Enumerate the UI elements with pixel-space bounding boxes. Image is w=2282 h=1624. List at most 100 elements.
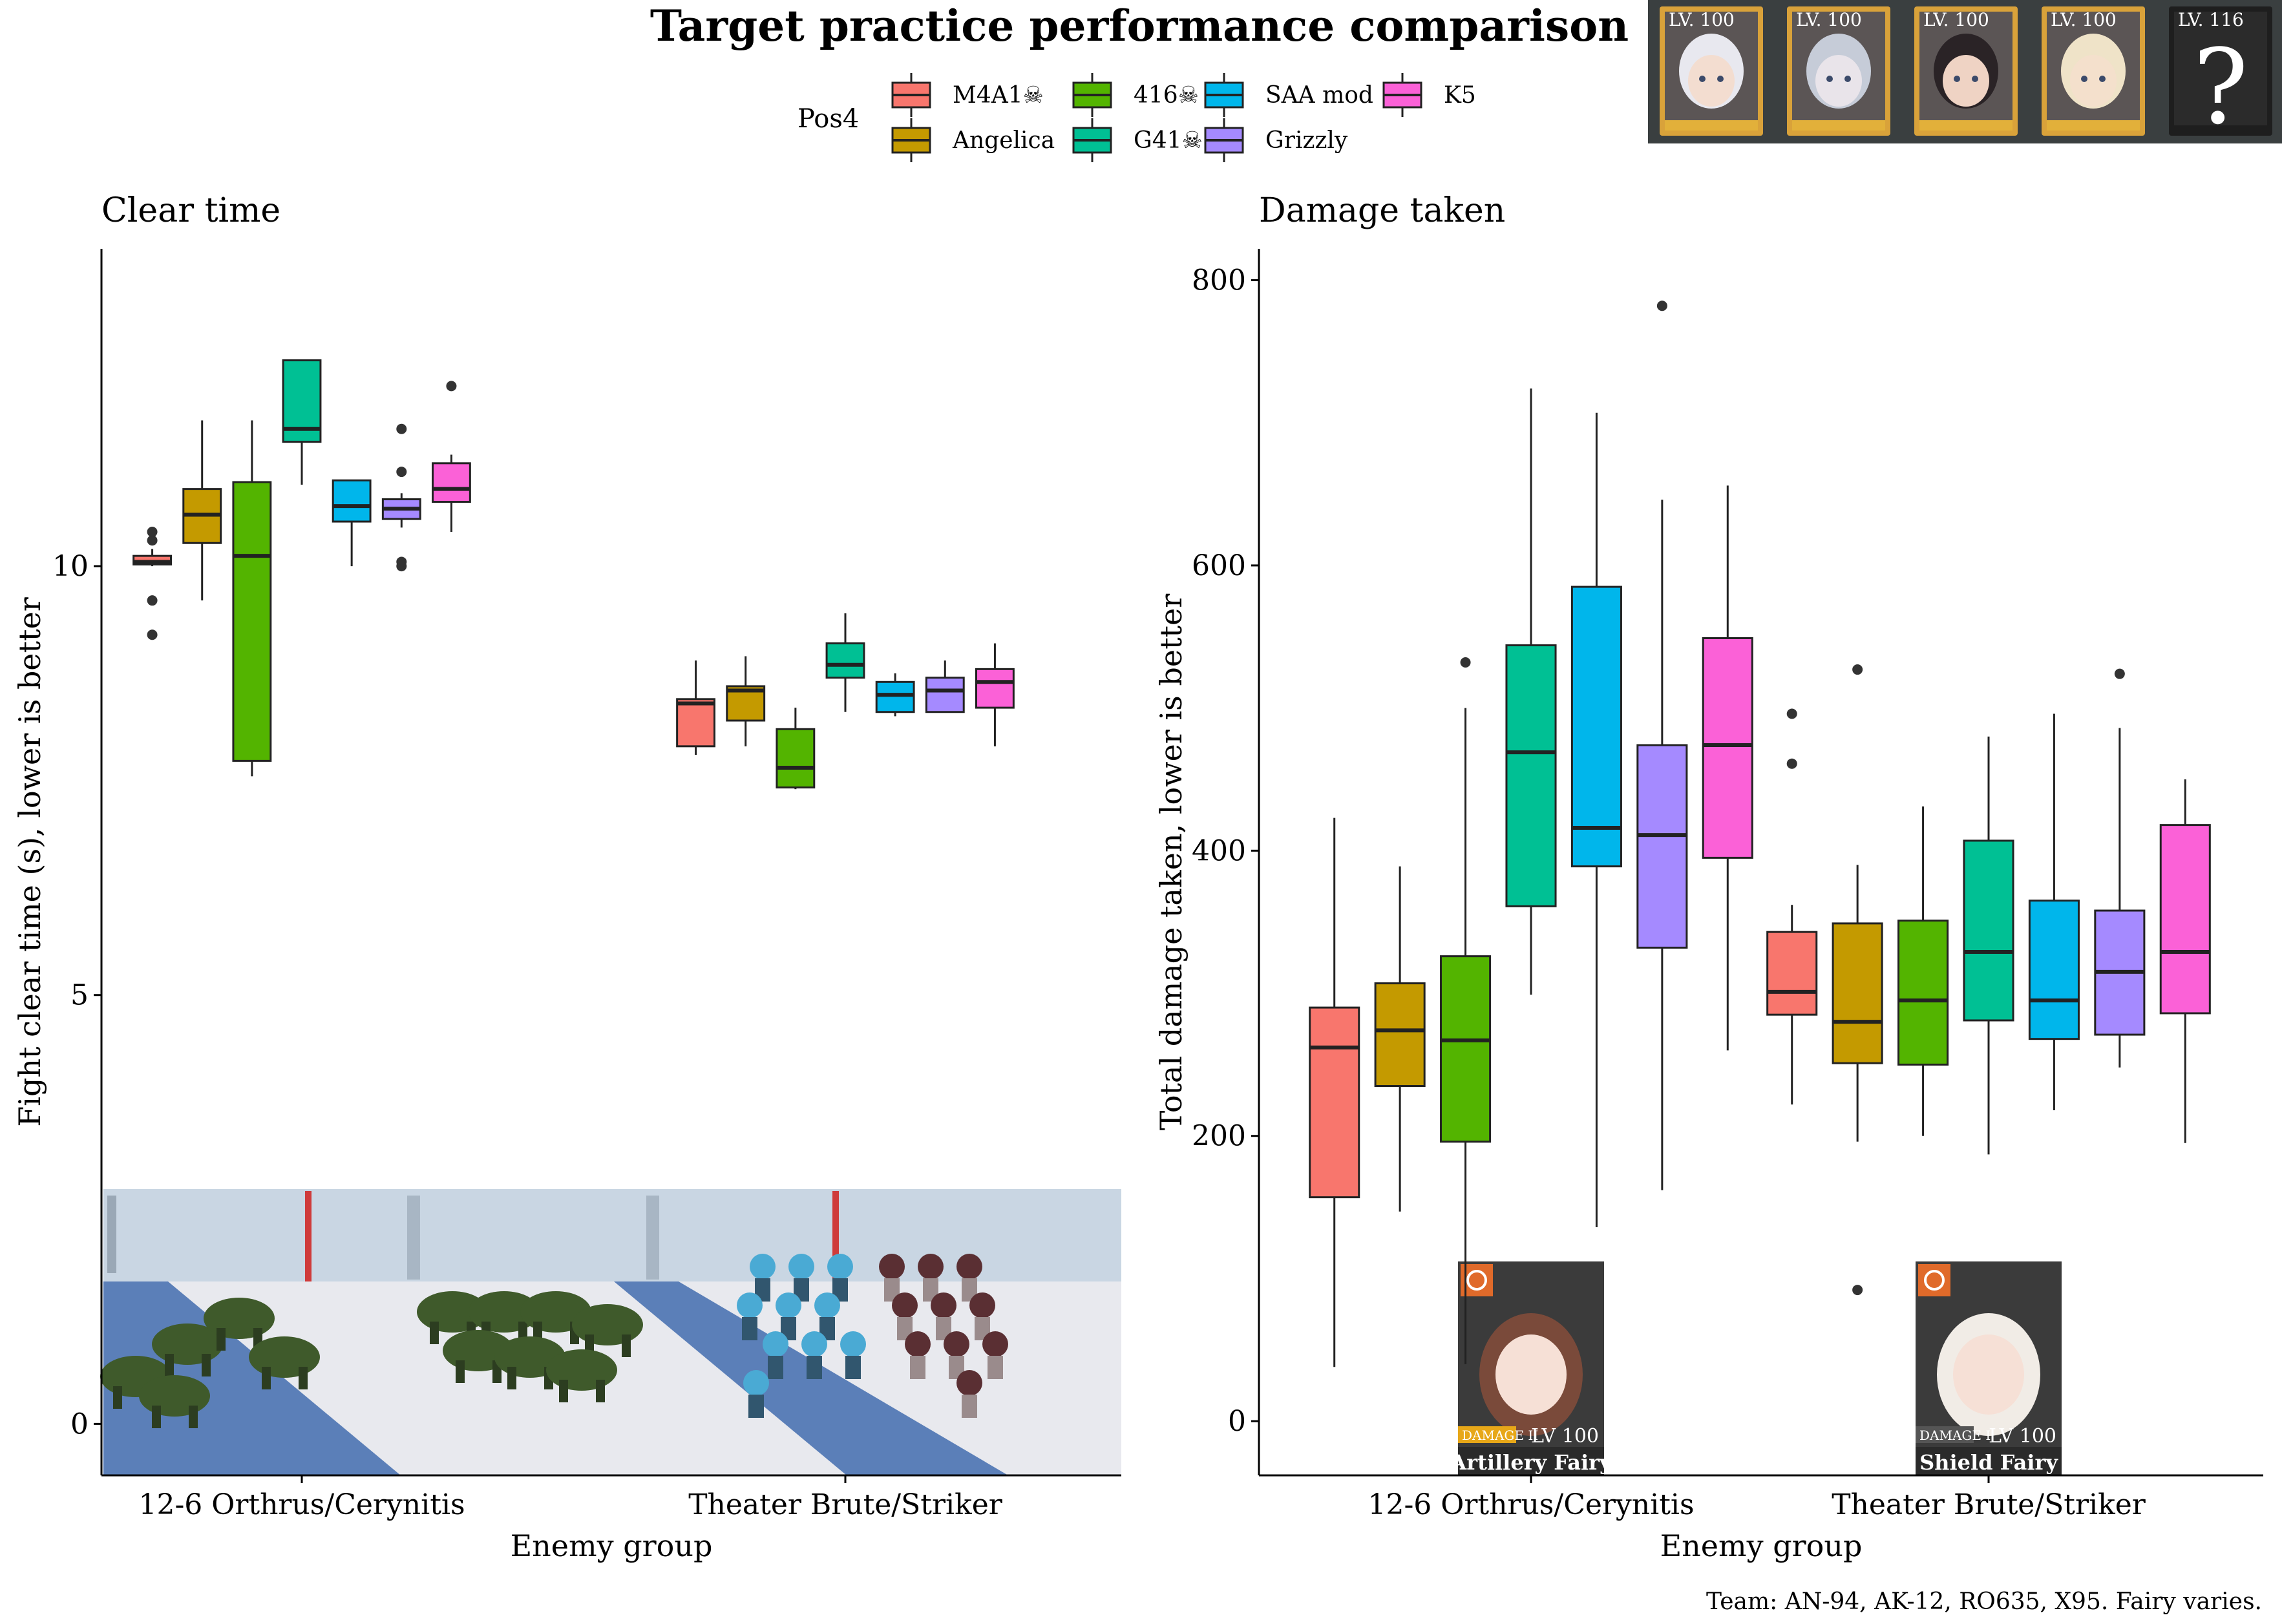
- portrait-level: LV. 100: [2051, 9, 2117, 30]
- box-iqr: [2028, 900, 2080, 1040]
- brute-unit: [801, 1331, 827, 1357]
- brute-body: [768, 1356, 783, 1379]
- mech-leg: [165, 1354, 174, 1376]
- box-iqr: [1963, 839, 2014, 1022]
- team-portrait: LV. 100: [1660, 6, 1763, 136]
- portrait-face: [1815, 55, 1862, 107]
- mech-leg: [596, 1380, 605, 1402]
- mech-leg: [622, 1334, 631, 1357]
- legend-key: G41☠: [1072, 118, 1203, 162]
- outlier-point: [446, 381, 457, 392]
- y-axis-label: Total damage taken, lower is better: [1154, 594, 1189, 1131]
- outlier-point: [396, 423, 407, 434]
- y-tick-label: 10: [52, 550, 89, 583]
- legend-key: Grizzly: [1204, 118, 1348, 162]
- striker-unit: [931, 1292, 956, 1318]
- box-plot: [1702, 485, 1753, 1051]
- fairy-face: [1495, 1334, 1567, 1415]
- y-tick-label: 200: [1192, 1120, 1246, 1153]
- fairy-target-ring: [1924, 1270, 1945, 1291]
- fairy-name: Shield Fairy: [1919, 1450, 2058, 1475]
- portrait-star-bar: [1665, 120, 1758, 131]
- fairy-level: LV 100: [1531, 1425, 1599, 1448]
- outlier-point: [1852, 1285, 1863, 1296]
- box-plot: [1832, 664, 1883, 1296]
- outlier-point: [147, 535, 158, 546]
- portrait-eye: [2081, 76, 2087, 82]
- outlier-point: [147, 527, 158, 537]
- box-iqr: [1766, 931, 1818, 1016]
- striker-unit: [905, 1331, 931, 1357]
- box-iqr: [676, 698, 715, 748]
- portrait-level: LV. 100: [1923, 9, 1989, 30]
- panel-damage-taken: 0 200 400 600 800 12-6 Orthrus/Cerynitis Theat…: [1154, 249, 2263, 1563]
- box-iqr: [975, 668, 1015, 709]
- mech-leg: [262, 1367, 271, 1389]
- x-axis-label: Enemy group: [1660, 1528, 1863, 1563]
- striker-unit: [956, 1254, 982, 1280]
- box-plot: [381, 423, 421, 572]
- portrait-level: LV. 100: [1669, 9, 1735, 30]
- brute-body: [742, 1317, 757, 1340]
- x-tick-label: 12-6 Orthrus/Cerynitis: [1368, 1488, 1694, 1521]
- brute-unit: [788, 1254, 814, 1280]
- box-plot: [726, 656, 766, 746]
- box-plot: [1766, 708, 1818, 1105]
- fairy-skill-bar: [1458, 1426, 1516, 1443]
- mech-unit: [139, 1375, 210, 1417]
- mech-unit: [546, 1349, 617, 1391]
- brute-unit: [750, 1254, 776, 1280]
- box-iqr: [825, 642, 865, 679]
- fairy-level: LV 100: [1989, 1425, 2056, 1448]
- legend-key: Angelica: [891, 118, 1055, 162]
- legend-label: Grizzly: [1265, 127, 1348, 154]
- outlier-point: [147, 595, 158, 606]
- legend-label: SAA mod: [1265, 82, 1373, 109]
- portrait-eye: [2099, 76, 2106, 82]
- y-tick-label: 0: [1228, 1405, 1246, 1438]
- y-axis-label: Fight clear time (s), lower is better: [12, 597, 47, 1126]
- fairy-name: Artillery Fairy: [1450, 1450, 1612, 1475]
- fairy-skill-label: DAMAGE I: [1919, 1428, 1991, 1443]
- team-portrait-strip: LV. 100 LV. 100 LV. 100 LV. 100?LV. 116: [1648, 0, 2282, 147]
- chart-title: Target practice performance comparison: [650, 1, 1629, 51]
- portrait-eye: [1699, 76, 1706, 82]
- brute-unit: [737, 1292, 763, 1318]
- portrait-level: LV. 100: [1796, 9, 1862, 30]
- box-iqr: [776, 728, 816, 789]
- box-iqr: [432, 462, 471, 503]
- legend-key: M4A1☠: [891, 73, 1044, 117]
- fairy-name-bar: [1916, 1447, 2062, 1475]
- box-plot: [2028, 713, 2080, 1111]
- portrait-eye: [1954, 76, 1960, 82]
- mech-leg: [202, 1354, 211, 1376]
- legend-label: Angelica: [952, 127, 1055, 154]
- box-iqr: [2159, 824, 2211, 1015]
- box-plot: [975, 643, 1015, 746]
- chart-caption: Team: AN-94, AK-12, RO635, X95. Fairy va…: [1706, 1588, 2262, 1615]
- portrait-eye: [1972, 76, 1978, 82]
- brute-body: [845, 1356, 861, 1379]
- fairy-face: [1953, 1334, 2024, 1415]
- y-tick-label: 600: [1192, 549, 1246, 582]
- box-iqr: [875, 680, 915, 713]
- mech-unit: [572, 1304, 643, 1345]
- legend-label: M4A1☠: [953, 82, 1044, 109]
- y-tick-label: 400: [1192, 834, 1246, 867]
- box-iqr: [925, 677, 965, 713]
- brute-body: [748, 1395, 764, 1418]
- mech-unit: [249, 1336, 320, 1378]
- portrait-bg: [2174, 12, 2267, 125]
- striker-unit: [918, 1254, 944, 1280]
- legend-label: K5: [1444, 82, 1476, 109]
- team-portrait: LV. 100: [1914, 6, 2018, 136]
- box-plot: [1570, 412, 1622, 1227]
- legend-key: SAA mod: [1204, 73, 1373, 117]
- striker-body: [910, 1356, 925, 1379]
- x-tick-label: 12-6 Orthrus/Cerynitis: [138, 1488, 465, 1521]
- fairy-skill-bar: [1916, 1426, 1974, 1443]
- brute-unit: [743, 1370, 769, 1396]
